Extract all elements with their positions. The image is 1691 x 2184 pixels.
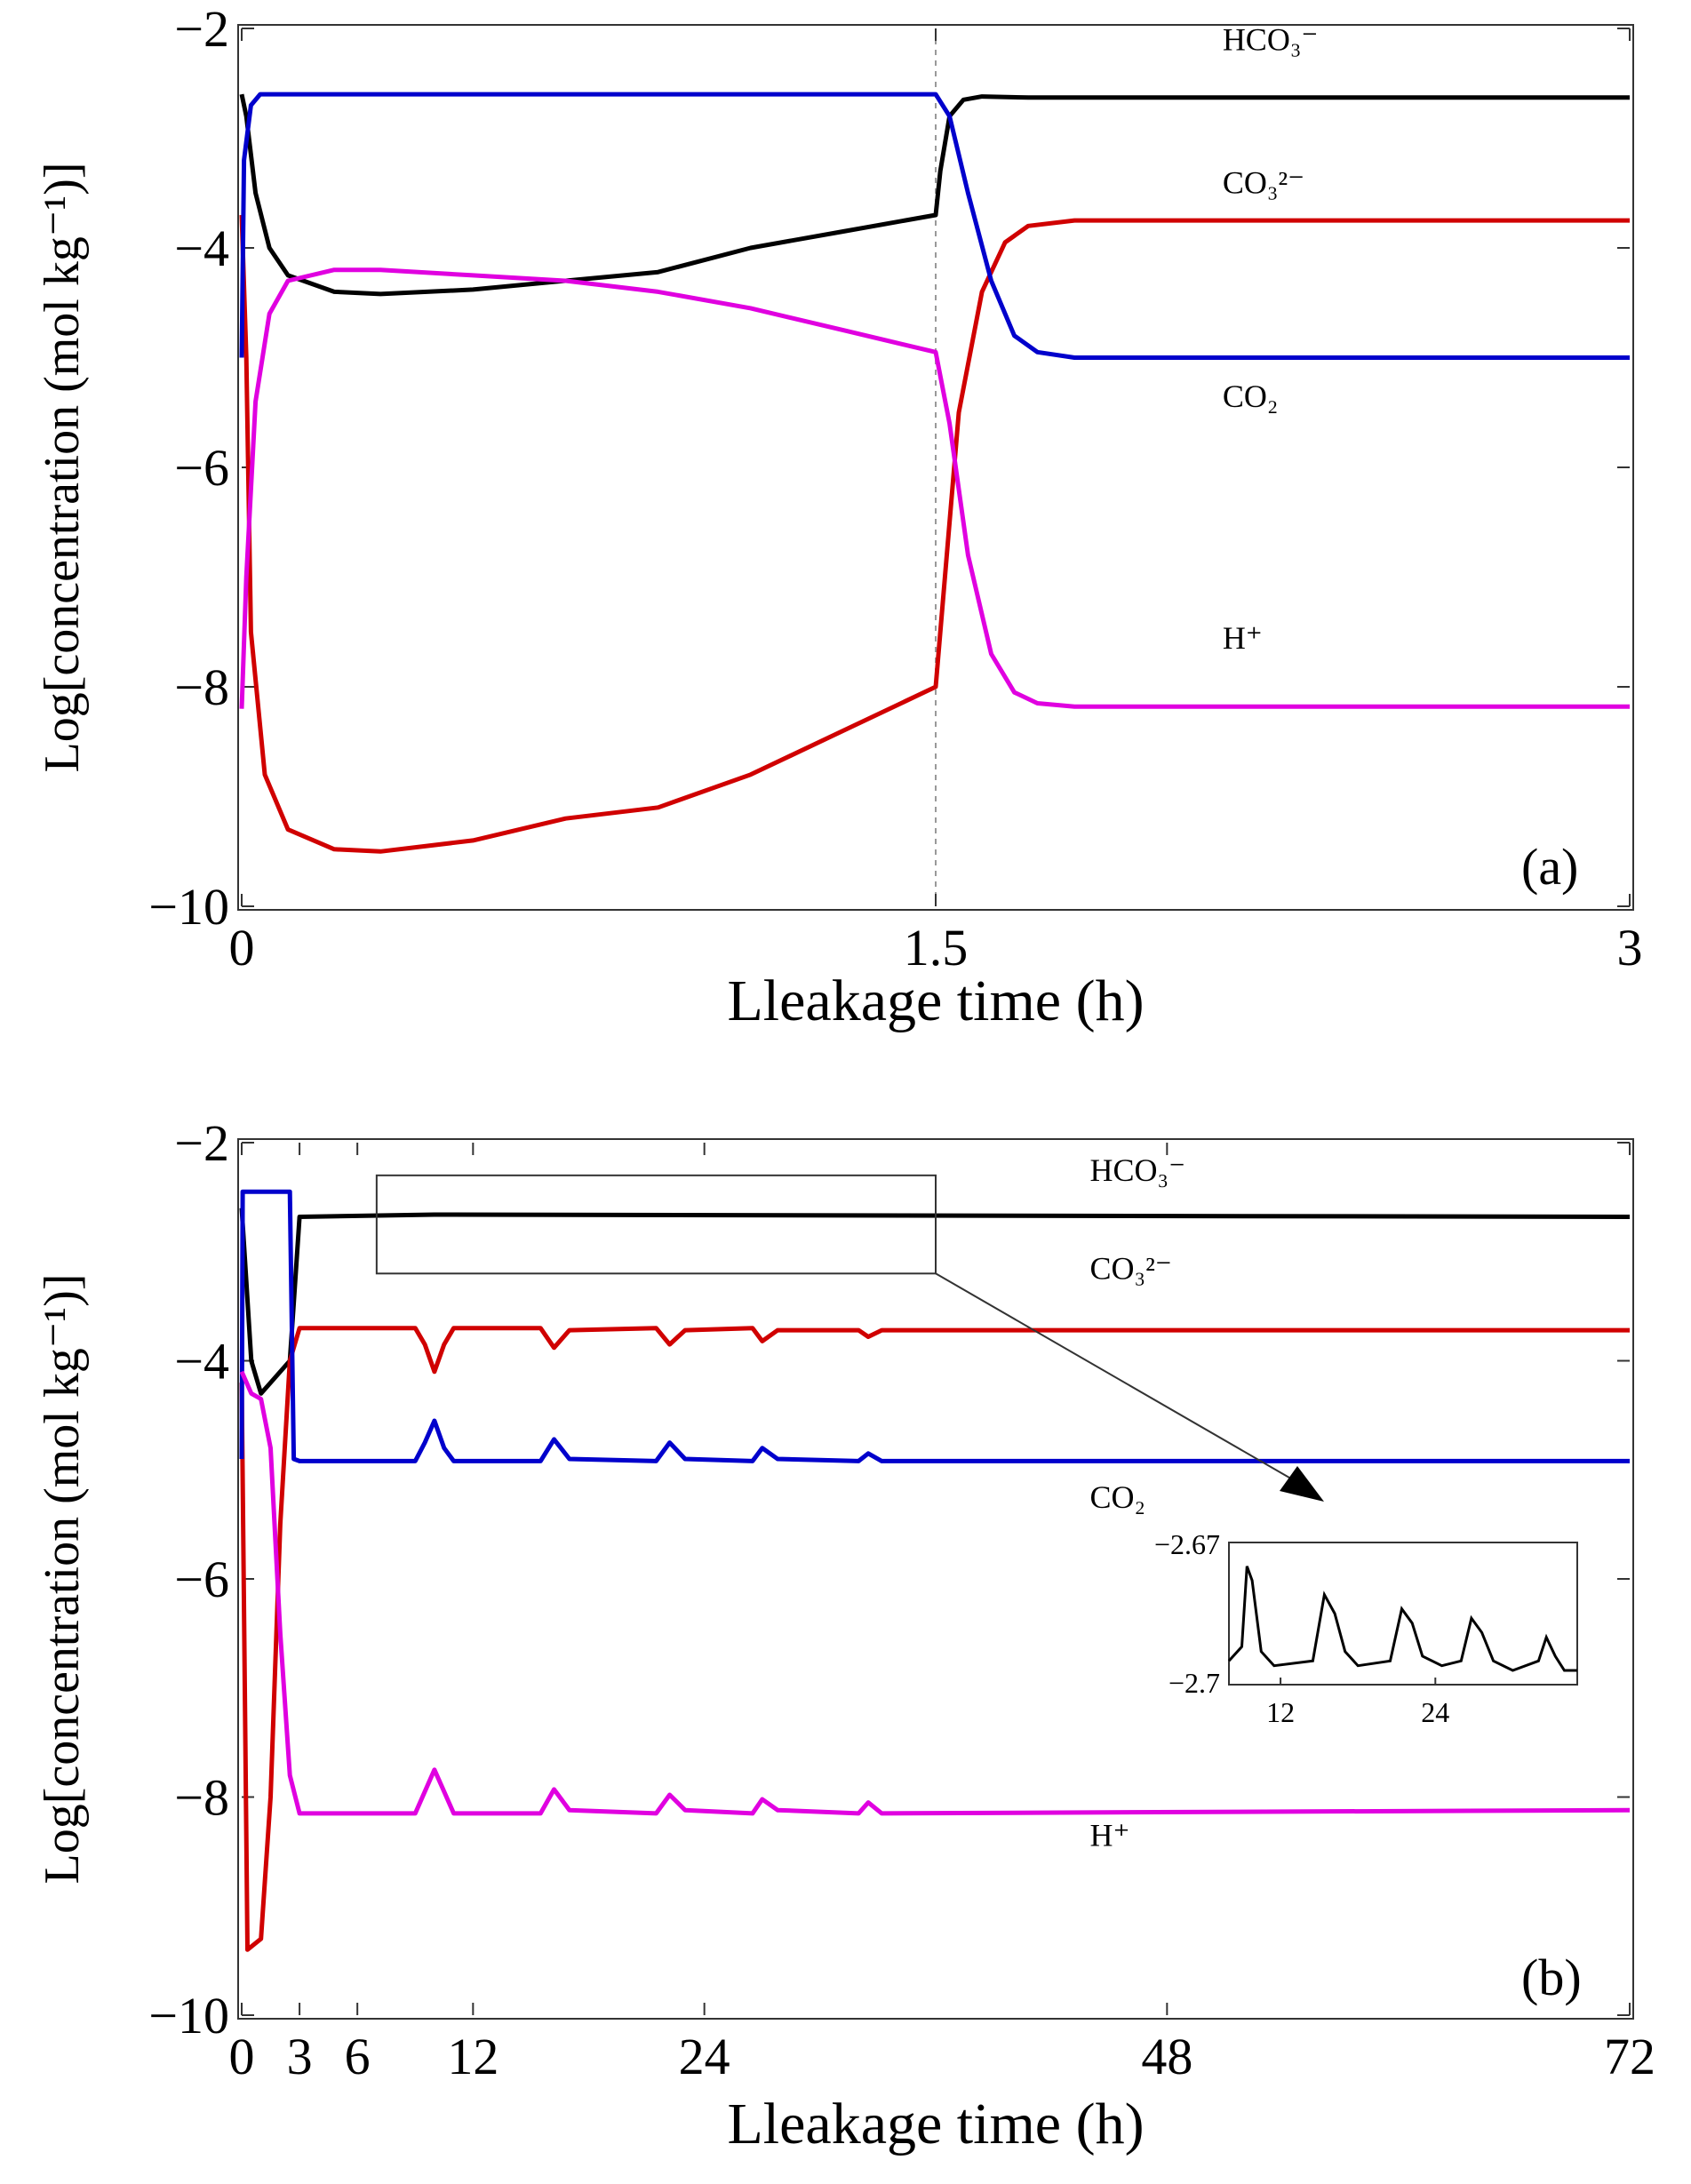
b-ytick-label: −6 <box>174 1550 229 1608</box>
inset-xtick-label: 24 <box>1421 1696 1449 1728</box>
panel-a-frame <box>237 24 1634 911</box>
a-series-hco3--line <box>239 93 1630 297</box>
b-series-h--line <box>239 1370 1631 1816</box>
inset-hco3-series-line <box>1227 1566 1577 1672</box>
b-xtick-label: 3 <box>287 2028 313 2085</box>
b-series-co3-2--line <box>239 1326 1630 1952</box>
b-ytick-label: −8 <box>174 1769 229 1827</box>
panel-b-chart: −2−4−6−8−10 0 3 6 12 24 48 72 HCO₃⁻CO₃²⁻CO₂H⁺ … <box>35 1114 1655 2156</box>
b-annotation-label: H⁺ <box>1090 1818 1130 1853</box>
b-xtick-label: 12 <box>447 2028 499 2085</box>
panel-a-chart: −2 −4 −6 −8 −10 0 1.5 3 HCO₃⁻ CO₃²⁻ CO₂ H⁺ (a) Ll… <box>35 0 1643 1033</box>
panel-b-inset: −2.67 −2.7 12 24 <box>1154 1528 1578 1728</box>
b-annotation-label: HCO₃⁻ <box>1090 1152 1186 1188</box>
a-series-co3-2--line <box>239 214 1630 854</box>
panel-a-xlabel: Lleakage time (h) <box>727 968 1144 1033</box>
panel-b-ylabel: Log[concentration (mol kg⁻¹)] <box>35 1273 90 1884</box>
panel-a-label: (a) <box>1521 838 1578 896</box>
a-annotation-label: CO₂ <box>1223 379 1279 414</box>
a-xtick-label: 1.5 <box>904 919 969 976</box>
b-annotation-label: CO₃²⁻ <box>1090 1250 1172 1286</box>
panel-b-frame <box>237 1138 1634 2020</box>
b-xtick-label: 48 <box>1141 2028 1192 2085</box>
inset-frame <box>1228 1542 1578 1686</box>
inset-ytick-label: −2.67 <box>1154 1528 1220 1560</box>
a-annotation-label: H⁺ <box>1223 620 1263 656</box>
b-ytick-label: −10 <box>148 1987 229 2045</box>
b-xtick-label: 72 <box>1604 2028 1655 2085</box>
b-ytick-label: −2 <box>174 1114 229 1172</box>
a-ytick-label: −2 <box>174 0 229 58</box>
a-annotation-label: CO₃²⁻ <box>1223 164 1304 200</box>
panel-b-xlabel: Lleakage time (h) <box>727 2092 1144 2156</box>
b-series-hco3--line <box>239 1208 1631 1396</box>
panel-a-ylabel: Log[concentration (mol kg⁻¹)] <box>35 162 90 772</box>
a-ytick-label: −8 <box>174 658 229 716</box>
a-ytick-label: −4 <box>174 219 229 277</box>
b-xtick-label: 24 <box>679 2028 730 2085</box>
a-series-h--line <box>239 267 1630 709</box>
b-series-co2-line <box>239 1189 1630 1463</box>
panel-b-highlight-box <box>375 1174 937 1275</box>
b-xtick-label: 0 <box>229 2028 255 2085</box>
panel-b-zoom-arrow <box>935 1272 1307 1488</box>
a-xtick-label: 0 <box>229 919 255 976</box>
a-ytick-label: −10 <box>148 878 229 936</box>
a-series-co2-line <box>239 92 1630 360</box>
b-ytick-label: −4 <box>174 1333 229 1391</box>
inset-xtick-label: 12 <box>1266 1696 1295 1728</box>
panel-b-zoom-arrowhead <box>1280 1466 1324 1502</box>
b-annotation-label: CO₂ <box>1090 1479 1146 1515</box>
a-xtick-label: 3 <box>1617 919 1643 976</box>
a-ytick-label: −6 <box>174 439 229 497</box>
b-xtick-label: 6 <box>345 2028 371 2085</box>
panel-b-label: (b) <box>1521 1949 1582 2006</box>
inset-ytick-label: −2.7 <box>1169 1667 1220 1699</box>
a-annotation-label: HCO₃⁻ <box>1223 22 1319 58</box>
